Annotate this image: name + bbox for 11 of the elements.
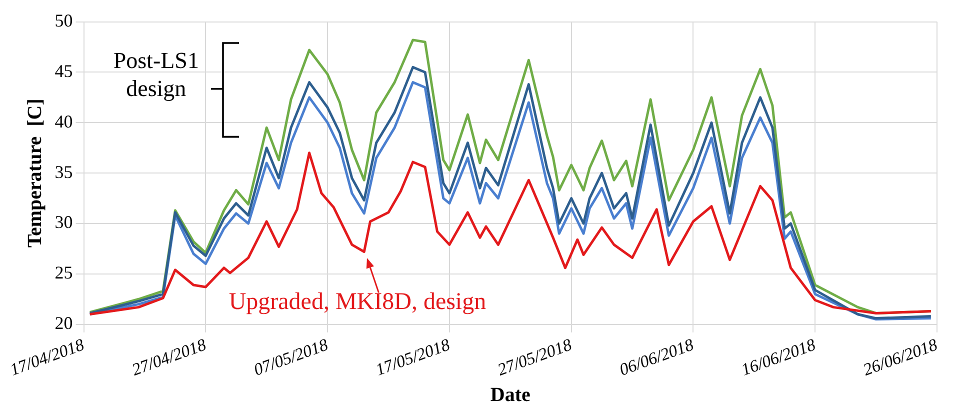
- y-tick-label: 25: [54, 262, 73, 283]
- x-axis-title: Date: [490, 384, 530, 406]
- y-tick-label: 30: [54, 212, 73, 232]
- y-axis-title: Temperature [C]: [24, 98, 46, 248]
- y-tick-label: 45: [54, 60, 73, 81]
- y-tick-label: 40: [54, 111, 73, 132]
- y-tick-label: 50: [54, 10, 73, 31]
- legend-label: Upgraded, MKI8D, design: [228, 288, 486, 316]
- y-tick-label: 35: [54, 162, 73, 182]
- annotation: Post-LS1 design: [112, 46, 200, 103]
- y-tick-label: 20: [54, 313, 73, 334]
